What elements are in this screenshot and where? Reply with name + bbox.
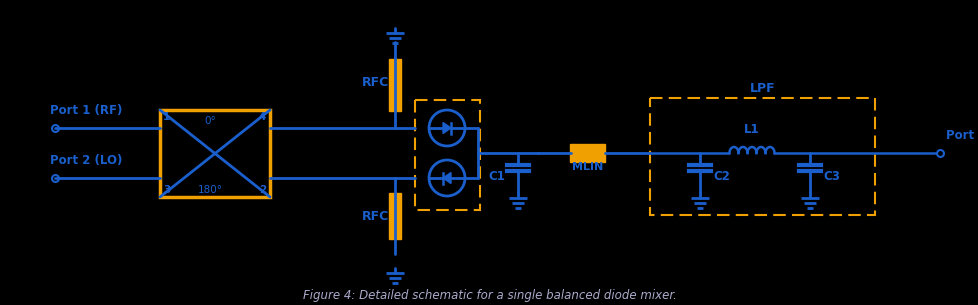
Bar [388, 193, 401, 239]
Text: LPF: LPF [749, 82, 775, 95]
Text: MLIN: MLIN [572, 162, 603, 172]
Text: 2: 2 [259, 185, 266, 195]
Text: Port 2 (LO): Port 2 (LO) [50, 154, 122, 167]
Text: Port 1 (RF): Port 1 (RF) [50, 104, 122, 117]
Text: 0°: 0° [204, 116, 216, 126]
Text: C1: C1 [488, 170, 505, 182]
Bar [415, 100, 479, 210]
Text: Port 3 (IF): Port 3 (IF) [945, 129, 978, 142]
Text: Figure 4: Detailed schematic for a single balanced diode mixer.: Figure 4: Detailed schematic for a singl… [302, 289, 676, 302]
Text: 1: 1 [162, 112, 170, 122]
Bar [388, 59, 401, 111]
Text: 180°: 180° [198, 185, 222, 195]
Bar [570, 144, 604, 162]
Text: RFC: RFC [362, 76, 389, 89]
Bar [159, 110, 270, 197]
Polygon shape [443, 123, 451, 134]
Text: 3: 3 [162, 185, 170, 195]
Text: C3: C3 [822, 170, 839, 182]
Text: RFC: RFC [362, 210, 389, 223]
Text: 4: 4 [259, 112, 266, 122]
Text: C2: C2 [712, 170, 730, 182]
Polygon shape [443, 173, 451, 184]
Bar [649, 98, 874, 215]
Text: L1: L1 [743, 123, 759, 136]
